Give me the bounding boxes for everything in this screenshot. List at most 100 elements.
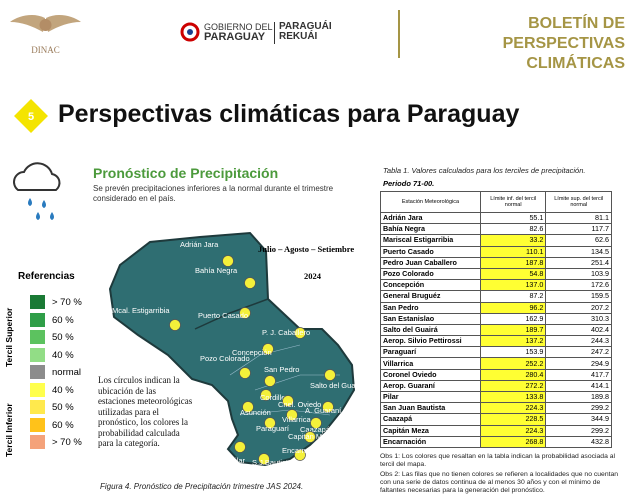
table-row: Mariscal Estigarribia 33.2 62.6 [380,234,612,247]
station-marker [234,441,246,453]
station-marker [262,343,274,355]
upper-cell: 134.5 [545,245,612,258]
station-marker [294,327,306,339]
station-cell: Paraguarí [380,346,481,359]
station-cell: Pedro Juan Caballero [380,256,481,269]
lower-cell: 252.2 [479,357,547,370]
period: Julio – Agosto – Setiembre [258,244,354,254]
station-cell: Bahía Negra [380,223,481,236]
table-row: Aerop. Silvio Pettirossi 137.2 244.3 [380,335,612,348]
map-label: S.J.Bautista [252,458,293,467]
station-marker [294,449,306,461]
station-cell: San Pedro [380,301,481,314]
legend-label: > 70 % [52,297,82,308]
header-cell: Límite inf. del tercil normal [479,191,547,213]
station-cell: San Juan Bautista [380,402,481,415]
map-label: Cnel. Oviedo [278,400,321,409]
map-label: Salto del Guairá [310,381,365,390]
map-label: A. Guaraní [305,406,342,415]
table-row: Pozo Colorado 54.8 103.9 [380,267,612,281]
gov-line: PARAGUAY [204,31,266,43]
upper-cell: 62.6 [545,234,612,247]
station-cell: Salto del Guairá [380,323,481,337]
station-marker [264,417,276,429]
section-number: 5 [28,111,34,123]
section-title: Perspectivas climáticas para Paraguay [58,100,520,128]
station-cell: Aerop. Silvio Pettirossi [380,335,481,348]
lower-cell: 110.1 [479,245,547,258]
lower-cell: 153.9 [479,346,547,359]
bulletin-title: BOLETÍN DE PERSPECTIVAS CLIMÁTICAS [502,15,625,72]
header-cell: Estación Meteorológica [380,191,481,213]
table-row: General Bruguéz 87.2 159.5 [380,290,612,303]
upper-cell: 207.2 [545,301,612,314]
legend-swatch [30,312,45,327]
legend-swatch [30,295,45,309]
table-period: Periodo 71-00. [383,179,435,188]
lower-cell: 272.2 [479,379,547,393]
station-cell: Caazapá [380,413,481,426]
lower-cell: 268.8 [479,435,547,448]
station-cell: Villarrica [380,357,481,370]
lower-cell: 133.8 [479,390,547,404]
lower-cell: 87.2 [479,290,547,303]
station-marker [282,395,294,407]
legend-swatch [30,417,45,432]
rekuai-line: PARAGUÁI [279,21,332,32]
upper-cell: 402.4 [545,323,612,337]
legend-label: 50 % [52,332,74,343]
table-row: Coronel Oviedo 280.4 417.7 [380,368,612,381]
upper-cell: 117.7 [545,223,612,236]
legend-swatch [30,435,45,449]
station-marker [260,389,272,401]
lower-cell: 187.8 [479,256,547,269]
lower-cell: 137.2 [479,335,547,348]
legend-label: 50 % [52,402,74,413]
table-title: Tabla 1. Valores calculados para los ter… [383,166,586,175]
upper-cell: 189.8 [545,390,612,404]
upper-cell: 247.2 [545,346,612,359]
rekuai-line: REKUÁI [279,31,318,42]
lower-cell: 137.0 [479,279,547,292]
upper-cell: 432.8 [545,435,612,448]
lower-cell: 228.5 [479,413,547,426]
logo-text: DINAC [31,45,60,55]
station-marker [222,255,234,267]
map-label: Villarrica [282,415,311,424]
station-cell: Encarnación [380,435,481,448]
table-row: Encarnación 268.8 432.8 [380,435,612,448]
table-row: San Pedro 96.2 207.2 [380,301,612,314]
lower-cell: 82.6 [479,223,547,236]
station-cell: Pozo Colorado [380,267,481,281]
station-marker [242,401,254,413]
legend-swatch [30,382,45,397]
map-label: Mcal. Estigarribia [112,306,170,315]
upper-cell: 417.7 [545,368,612,381]
year: 2024 [304,271,322,281]
legend: > 70 % 60 % 50 % 40 % normal 40 % 50 % 60 % > 70… [0,295,95,465]
station-cell: San Estanislao [380,312,481,325]
map-label: Encarnación [282,446,324,455]
table-row: Salto del Guairá 189.7 402.4 [380,323,612,337]
tercile-label: Tercil Superior [4,307,14,367]
table-row: Puerto Casado 110.1 134.5 [380,245,612,258]
map-label: Bahía Negra [195,266,238,275]
gov-emblem [180,22,200,42]
lower-cell: 162.9 [479,312,547,325]
station-marker [264,375,276,387]
station-cell: Adrián Jara [380,211,481,225]
legend-swatch [30,347,45,362]
data-table: Estación Meteorológica Límite inf. del te… [380,191,612,448]
upper-cell: 414.1 [545,379,612,393]
station-cell: Capitán Meza [380,424,481,437]
station-marker [286,409,298,421]
map: Julio – Agosto – Setiembre 2024 Adrián J… [108,231,365,467]
upper-cell: 159.5 [545,290,612,303]
table-note: Obs 1: Los colores que resaltan en la ta… [380,453,616,468]
station-marker [322,401,334,413]
table-row: Concepción 137.0 172.6 [380,279,612,292]
table-row: San Estanislao 162.9 310.3 [380,312,612,325]
map-note: Los círculos indican la ubicación de las… [98,375,193,448]
logo-wings [10,15,81,32]
upper-cell: 299.2 [545,402,612,415]
